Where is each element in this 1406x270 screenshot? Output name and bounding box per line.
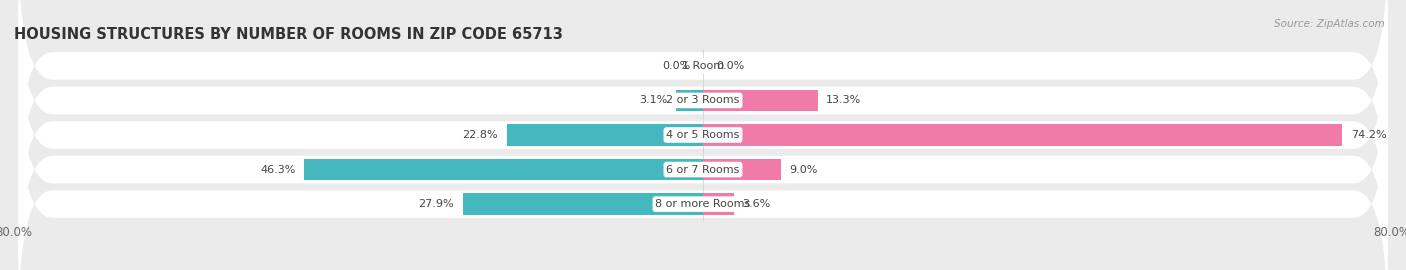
Bar xyxy=(506,124,703,146)
Bar xyxy=(463,193,703,215)
Text: 22.8%: 22.8% xyxy=(463,130,498,140)
Text: 0.0%: 0.0% xyxy=(662,61,690,71)
Text: 3.6%: 3.6% xyxy=(742,199,770,209)
FancyBboxPatch shape xyxy=(18,80,1388,270)
Text: 0.0%: 0.0% xyxy=(716,61,744,71)
Bar xyxy=(304,159,703,180)
Text: 27.9%: 27.9% xyxy=(419,199,454,209)
Text: 3.1%: 3.1% xyxy=(640,95,668,106)
Text: 4 or 5 Rooms: 4 or 5 Rooms xyxy=(666,130,740,140)
Text: 74.2%: 74.2% xyxy=(1351,130,1386,140)
Text: Source: ZipAtlas.com: Source: ZipAtlas.com xyxy=(1274,19,1385,29)
Bar xyxy=(703,90,817,111)
Text: 46.3%: 46.3% xyxy=(260,164,295,175)
Text: 2 or 3 Rooms: 2 or 3 Rooms xyxy=(666,95,740,106)
Text: HOUSING STRUCTURES BY NUMBER OF ROOMS IN ZIP CODE 65713: HOUSING STRUCTURES BY NUMBER OF ROOMS IN… xyxy=(14,27,562,42)
Bar xyxy=(676,90,703,111)
FancyBboxPatch shape xyxy=(18,0,1388,190)
Text: 6 or 7 Rooms: 6 or 7 Rooms xyxy=(666,164,740,175)
Text: 13.3%: 13.3% xyxy=(827,95,862,106)
FancyBboxPatch shape xyxy=(18,0,1388,225)
Bar xyxy=(703,124,1341,146)
Text: 8 or more Rooms: 8 or more Rooms xyxy=(655,199,751,209)
Text: 1 Room: 1 Room xyxy=(682,61,724,71)
FancyBboxPatch shape xyxy=(18,45,1388,270)
Text: 9.0%: 9.0% xyxy=(789,164,817,175)
Bar xyxy=(703,193,734,215)
Bar xyxy=(703,159,780,180)
FancyBboxPatch shape xyxy=(18,11,1388,259)
